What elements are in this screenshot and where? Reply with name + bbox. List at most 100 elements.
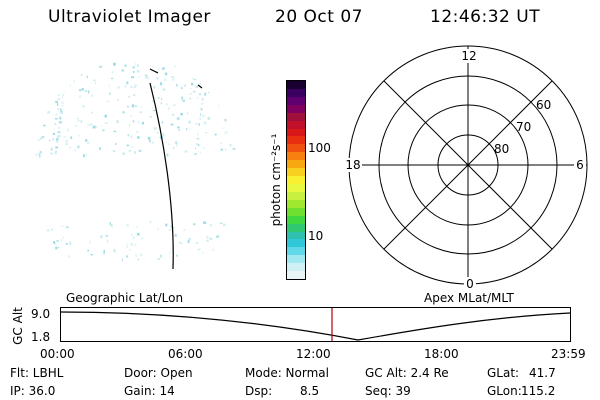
uv-speckle [162, 88, 166, 91]
uv-speckle [139, 111, 143, 113]
uv-speckle [203, 221, 207, 224]
uv-speckle [52, 137, 54, 141]
colorbar-swatch [287, 81, 305, 89]
uv-speckle [235, 128, 239, 131]
x-tick-0000: 00:00 [40, 347, 75, 361]
uv-speckle [224, 131, 228, 134]
uv-speckle [89, 123, 93, 126]
uv-speckle [130, 242, 134, 246]
mlat-label-60: 60 [536, 98, 551, 112]
uv-speckle [195, 86, 199, 88]
uv-speckle [196, 138, 200, 140]
uv-speckle [200, 108, 203, 111]
uv-speckle [92, 125, 96, 129]
uv-speckle [126, 224, 129, 227]
uv-speckle [228, 82, 231, 84]
uv-speckle [54, 123, 57, 126]
uv-speckle [52, 71, 54, 73]
colorbar-swatch [287, 128, 305, 137]
uv-speckle [58, 121, 62, 124]
uv-speckle [80, 120, 83, 123]
uv-speckle [206, 84, 208, 86]
uv-speckle [228, 101, 231, 105]
uv-speckle [127, 105, 129, 108]
uv-speckle [31, 117, 33, 119]
colorbar-swatch [287, 247, 305, 256]
uv-speckle [33, 68, 37, 71]
uv-speckle [182, 99, 186, 102]
colorbar-swatch [287, 88, 305, 97]
uv-speckle [234, 71, 236, 75]
uv-speckle [159, 136, 163, 139]
apex-caption: Apex MLat/MLT [424, 291, 514, 305]
uv-speckle [78, 135, 80, 137]
uv-speckle [137, 64, 139, 67]
uv-speckle [90, 111, 93, 114]
uv-speckle [53, 241, 56, 244]
uv-speckle [232, 147, 236, 150]
uv-speckle [31, 88, 33, 90]
uv-speckle [128, 249, 132, 251]
uv-speckle [192, 72, 195, 76]
uv-speckle [141, 106, 143, 108]
time-label: 12:46:32 UT [430, 7, 541, 27]
uv-speckle [216, 98, 220, 102]
gain-readout: Gain: 14 [124, 384, 175, 398]
uv-speckle [103, 249, 105, 253]
uv-speckle [168, 229, 172, 231]
uv-speckle [195, 241, 199, 245]
uv-speckle [124, 64, 127, 67]
uv-speckle [202, 252, 204, 254]
uv-speckle [168, 107, 170, 110]
colorbar-swatch [287, 271, 305, 280]
uv-speckle [146, 92, 148, 94]
uv-speckle [62, 237, 64, 239]
uv-speckle [188, 238, 191, 240]
uv-speckle [191, 77, 195, 80]
uv-speckle [128, 150, 132, 152]
uv-speckle [39, 138, 43, 140]
uv-speckle [61, 68, 63, 71]
uv-speckle [169, 251, 171, 253]
uv-speckle [201, 98, 204, 101]
uv-speckle [127, 134, 130, 137]
uv-speckle [37, 153, 40, 155]
uv-speckle [161, 98, 163, 101]
uv-speckle [163, 78, 167, 81]
uv-speckle [170, 225, 173, 228]
uv-speckle [224, 118, 227, 122]
date-label: 20 Oct 07 [275, 7, 363, 27]
uv-speckle [226, 235, 228, 238]
colorbar-swatch [287, 183, 305, 192]
uv-speckle [113, 116, 115, 118]
uv-speckle [138, 150, 141, 152]
uv-speckle [58, 126, 61, 130]
uv-speckle [40, 104, 44, 107]
uv-speckle [234, 138, 236, 141]
uv-speckle [220, 222, 223, 224]
uv-speckle [46, 77, 48, 81]
uv-speckle [79, 95, 81, 98]
uv-speckle [151, 100, 155, 103]
colorbar-swatch [287, 160, 305, 169]
colorbar-swatch [287, 263, 305, 272]
uv-speckle [176, 117, 180, 120]
uv-speckle [133, 71, 135, 73]
uv-speckle [197, 133, 199, 136]
colorbar-tick-10: 10 [308, 229, 324, 243]
uv-speckle [31, 244, 33, 247]
uv-speckle [104, 122, 108, 124]
uv-speckle [130, 135, 132, 138]
uv-speckle [126, 144, 129, 147]
uv-speckle [200, 151, 202, 154]
uv-speckle [130, 114, 133, 118]
uv-speckle [91, 94, 93, 97]
uv-speckle [214, 133, 217, 136]
uv-speckle [129, 124, 131, 127]
uv-speckle [206, 239, 209, 242]
uv-speckle [135, 254, 137, 258]
uv-speckle [61, 225, 64, 227]
uv-speckle [78, 120, 80, 122]
uv-speckle [172, 147, 175, 149]
uv-speckle [39, 151, 42, 154]
